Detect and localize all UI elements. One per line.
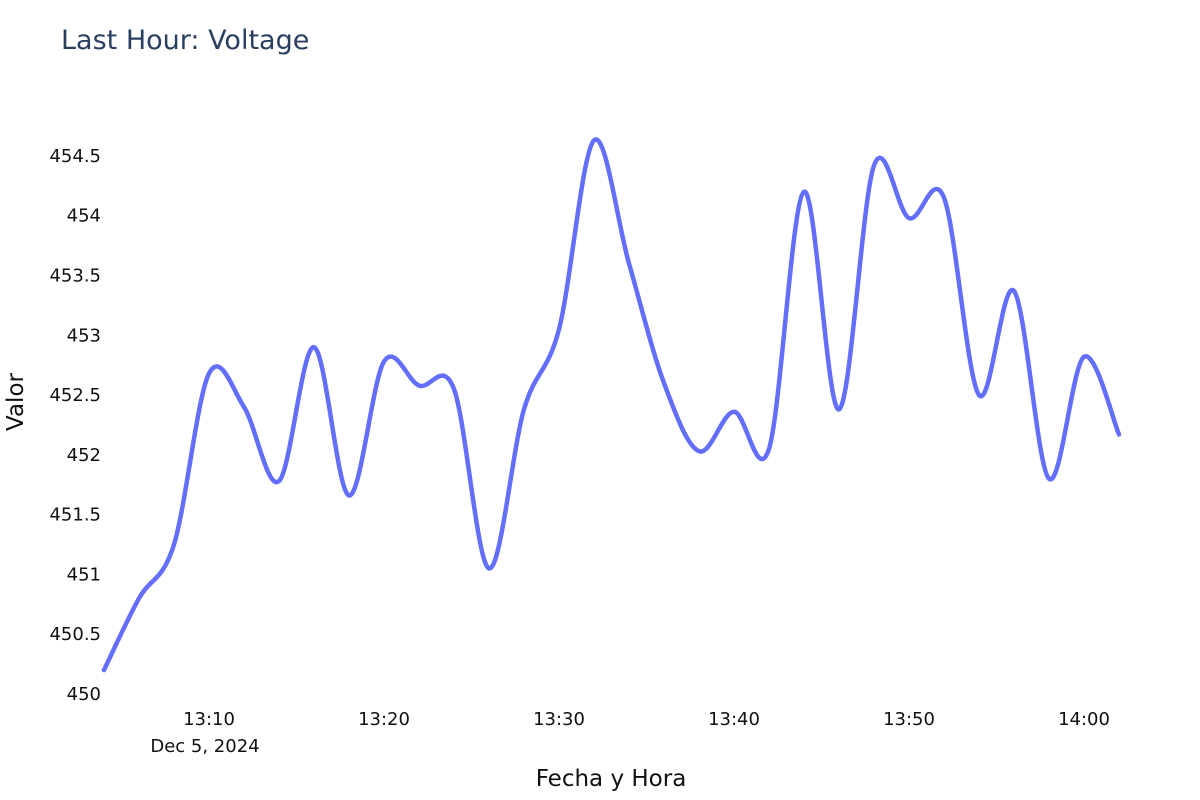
- x-tick-label: 13:50: [883, 709, 935, 730]
- y-tick-label: 454: [67, 206, 101, 227]
- x-tick-label: 13:10: [183, 709, 235, 730]
- x-tick-label: 14:00: [1058, 709, 1110, 730]
- plot-area: [101, 137, 1122, 673]
- y-axis-ticks: 450 450.5 451 451.5 452 452.5 453 453.5 454 454.5: [49, 146, 101, 705]
- series-line: [101, 137, 1122, 673]
- y-tick-label: 452: [67, 445, 101, 466]
- y-tick-label: 454.5: [49, 146, 101, 167]
- x-axis-date-label: Dec 5, 2024: [150, 736, 259, 757]
- y-tick-label: 451: [67, 564, 101, 585]
- x-tick-label: 13:40: [708, 709, 760, 730]
- y-tick-label: 453.5: [49, 265, 101, 286]
- x-tick-label: 13:20: [358, 709, 410, 730]
- y-tick-label: 453: [67, 325, 101, 346]
- x-axis-ticks: 13:10 13:20 13:30 13:40 13:50 14:00: [183, 709, 1110, 730]
- y-axis-title: Valor: [3, 372, 29, 431]
- y-tick-label: 450.5: [49, 624, 101, 645]
- y-tick-label: 451.5: [49, 505, 101, 526]
- y-tick-label: 450: [67, 684, 101, 705]
- x-axis-title: Fecha y Hora: [536, 766, 687, 792]
- chart-title: Last Hour: Voltage: [61, 25, 309, 56]
- x-tick-label: 13:30: [533, 709, 585, 730]
- y-tick-label: 452.5: [49, 385, 101, 406]
